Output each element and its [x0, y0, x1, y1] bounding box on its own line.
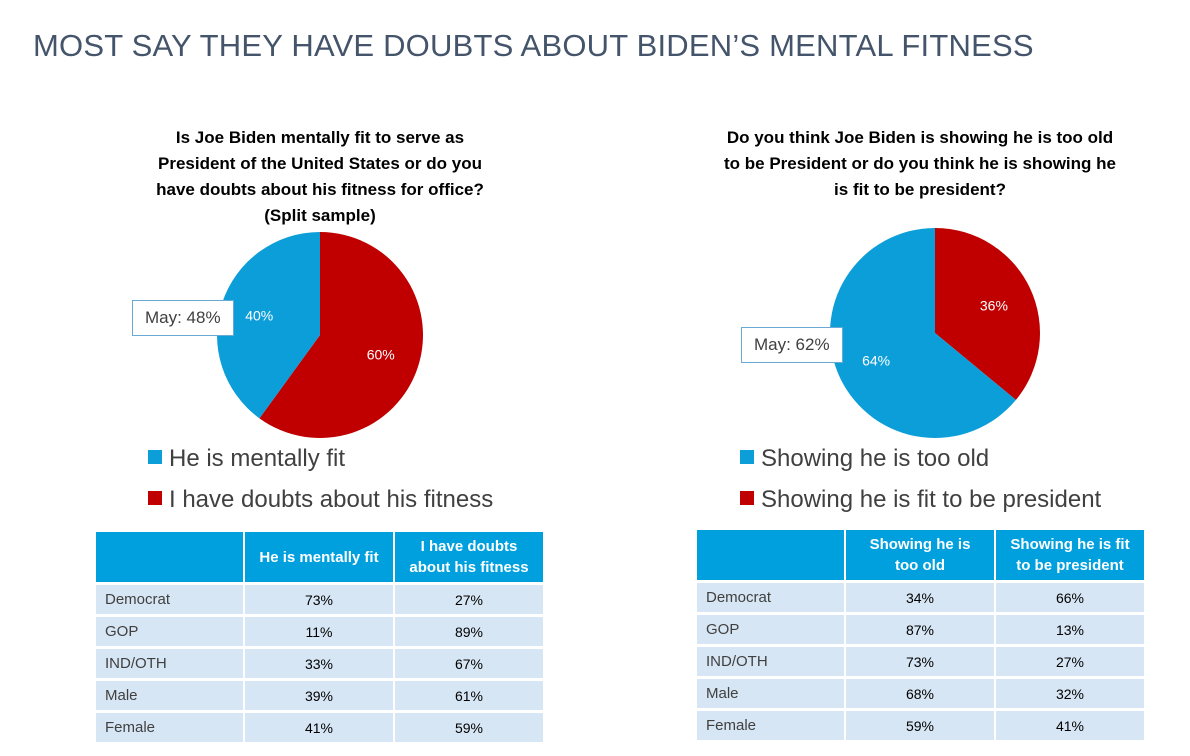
row-label: Democrat [96, 582, 245, 614]
table-cell: 27% [395, 582, 543, 614]
table-cell: 34% [846, 580, 996, 612]
table-row: GOP 87% 13% [697, 612, 1144, 644]
table-cell: 27% [996, 644, 1144, 676]
column-header: I have doubts about his fitness [395, 532, 543, 582]
column-header: Showing he is fit to be president [996, 530, 1144, 580]
table-row: Male 39% 61% [96, 678, 543, 710]
legend-item-mentally-fit: He is mentally fit [148, 445, 345, 473]
table-cell: 67% [395, 646, 543, 678]
row-label: Democrat [697, 580, 846, 612]
legend-label: I have doubts about his fitness [169, 486, 494, 513]
right-pie-slice [830, 228, 1016, 438]
left-crosstab-table: He is mentally fit I have doubts about h… [96, 532, 543, 742]
legend-swatch-red [740, 491, 754, 505]
row-label: Male [697, 676, 846, 708]
table-cell: 61% [395, 678, 543, 710]
right-may-callout: May: 62% [741, 327, 843, 363]
right-question: Do you think Joe Biden is showing he is … [700, 125, 1140, 203]
table-row: Democrat 34% 66% [697, 580, 1144, 612]
table-cell: 89% [395, 614, 543, 646]
left-pie-slice [259, 232, 423, 438]
right-pie-slice-label: 64% [862, 353, 890, 369]
column-header: Showing he is too old [846, 530, 996, 580]
left-pie-chart: 60% 40% [217, 232, 423, 438]
table-corner-header [697, 530, 846, 580]
legend-item-doubts: I have doubts about his fitness [148, 486, 493, 514]
table-corner-header [96, 532, 245, 582]
left-pie-slice-label: 60% [367, 347, 395, 363]
legend-label: He is mentally fit [169, 445, 346, 472]
row-label: Female [96, 710, 245, 742]
right-pie-chart: 36% 64% [830, 228, 1040, 438]
table-row: Democrat 73% 27% [96, 582, 543, 614]
right-pie-slice [935, 228, 1040, 400]
left-question-line: (Split sample) [264, 206, 376, 225]
table-cell: 41% [245, 710, 395, 742]
left-question: Is Joe Biden mentally fit to serve as Pr… [130, 125, 510, 229]
right-question-line: Do you think Joe Biden is showing he is … [726, 128, 1114, 147]
legend-label: Showing he is fit to be president [761, 486, 1102, 513]
table-cell: 32% [996, 676, 1144, 708]
left-question-line: President of the United States or do you [158, 154, 482, 173]
table-cell: 39% [245, 678, 395, 710]
table-cell: 73% [245, 582, 395, 614]
table-row: Male 68% 32% [697, 676, 1144, 708]
right-panel: Do you think Joe Biden is showing he is … [595, 0, 1190, 756]
table-row: GOP 11% 89% [96, 614, 543, 646]
legend-swatch-blue [148, 450, 162, 464]
page-title: MOST SAY THEY HAVE DOUBTS ABOUT BIDEN’S … [33, 28, 1034, 63]
left-pie-slice-label: 40% [245, 307, 273, 323]
column-header: He is mentally fit [245, 532, 395, 582]
legend-swatch-red [148, 491, 162, 505]
table-row: Female 41% 59% [96, 710, 543, 742]
left-panel: Is Joe Biden mentally fit to serve as Pr… [96, 125, 543, 742]
table-row: IND/OTH 73% 27% [697, 644, 1144, 676]
row-label: Male [96, 678, 245, 710]
left-may-callout: May: 48% [132, 300, 234, 336]
left-question-line: Is Joe Biden mentally fit to serve as [175, 128, 465, 147]
legend-swatch-blue [740, 450, 754, 464]
right-pie-slice-label: 36% [980, 297, 1008, 313]
table-cell: 11% [245, 614, 395, 646]
table-cell: 68% [846, 676, 996, 708]
row-label: GOP [96, 614, 245, 646]
table-cell: 13% [996, 612, 1144, 644]
left-question-line: have doubts about his fitness for office… [156, 180, 484, 199]
table-row: IND/OTH 33% 67% [96, 646, 543, 678]
right-question-line: to be President or do you think he is sh… [724, 154, 1116, 173]
column-header-line: I have doubts [420, 538, 518, 555]
column-header-line: Showing he is fit [1010, 536, 1130, 553]
legend-item-too-old: Showing he is too old [740, 445, 989, 473]
right-crosstab-table: Showing he is too old Showing he is fit … [697, 530, 1144, 740]
table-cell: 66% [996, 580, 1144, 612]
row-label: Female [697, 708, 846, 740]
legend-label: Showing he is too old [761, 445, 990, 472]
row-label: GOP [697, 612, 846, 644]
right-question-line: is fit to be president? [834, 180, 1006, 199]
legend-item-fit-president: Showing he is fit to be president [740, 486, 1101, 514]
column-header-line: to be president [1016, 557, 1124, 574]
table-cell: 41% [996, 708, 1144, 740]
table-cell: 87% [846, 612, 996, 644]
left-pie-slice [217, 232, 320, 419]
column-header-line: about his fitness [409, 559, 529, 576]
table-cell: 73% [846, 644, 996, 676]
table-cell: 33% [245, 646, 395, 678]
row-label: IND/OTH [697, 644, 846, 676]
row-label: IND/OTH [96, 646, 245, 678]
column-header-line: too old [895, 557, 945, 574]
table-cell: 59% [846, 708, 996, 740]
table-cell: 59% [395, 710, 543, 742]
column-header-line: He is mentally fit [259, 548, 379, 566]
table-row: Female 59% 41% [697, 708, 1144, 740]
column-header-line: Showing he is [869, 536, 971, 553]
